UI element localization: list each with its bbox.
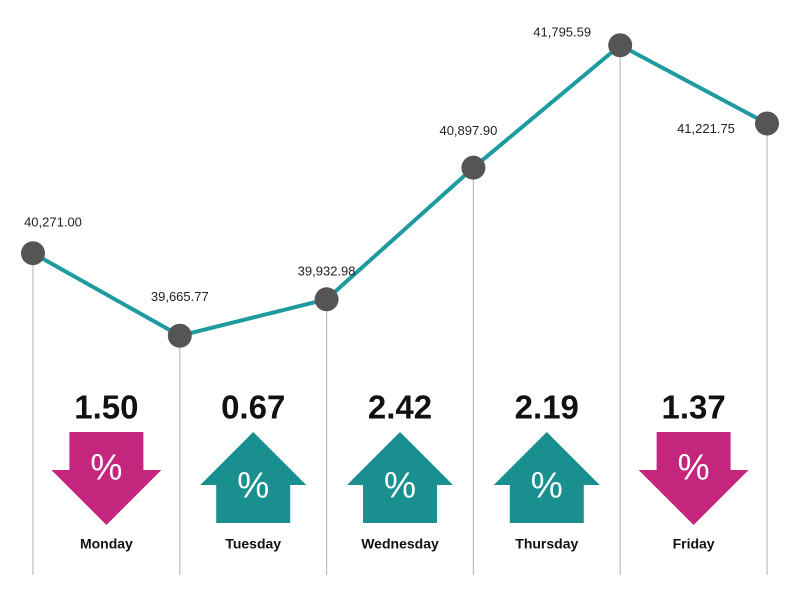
percent-symbol: % xyxy=(90,447,122,488)
day-label: Wednesday xyxy=(361,536,439,552)
percent-symbol: % xyxy=(237,465,269,506)
day-label: Thursday xyxy=(515,536,578,552)
change-label: 1.50 xyxy=(74,389,138,426)
change-arrow xyxy=(347,432,453,523)
marker xyxy=(167,323,192,348)
percent-symbol: % xyxy=(531,465,563,506)
change-label: 0.67 xyxy=(221,389,285,426)
value-label: 40,897.90 xyxy=(439,123,497,138)
marker xyxy=(314,287,339,312)
marker xyxy=(21,241,45,266)
change-arrow xyxy=(638,432,749,525)
value-label: 41,221.75 xyxy=(677,121,735,136)
day-label: Friday xyxy=(673,536,715,552)
change-label: 1.37 xyxy=(661,389,725,426)
value-label: 40,271.00 xyxy=(24,215,82,230)
value-label: 39,665.77 xyxy=(151,289,209,304)
marker xyxy=(608,33,633,58)
change-label: 2.19 xyxy=(515,389,579,426)
change-arrow xyxy=(51,432,162,525)
change-arrow xyxy=(200,432,307,523)
value-label: 41,795.59 xyxy=(533,25,591,40)
line xyxy=(32,42,768,338)
marker xyxy=(461,155,486,180)
day-label: Monday xyxy=(80,536,133,552)
value-label: 39,932.98 xyxy=(298,264,356,279)
change-arrow xyxy=(493,432,600,523)
percent-symbol: % xyxy=(678,447,710,488)
change-label: 2.42 xyxy=(368,389,432,426)
day-label: Tuesday xyxy=(225,536,281,552)
percent-symbol: % xyxy=(384,465,416,506)
marker xyxy=(755,111,779,136)
